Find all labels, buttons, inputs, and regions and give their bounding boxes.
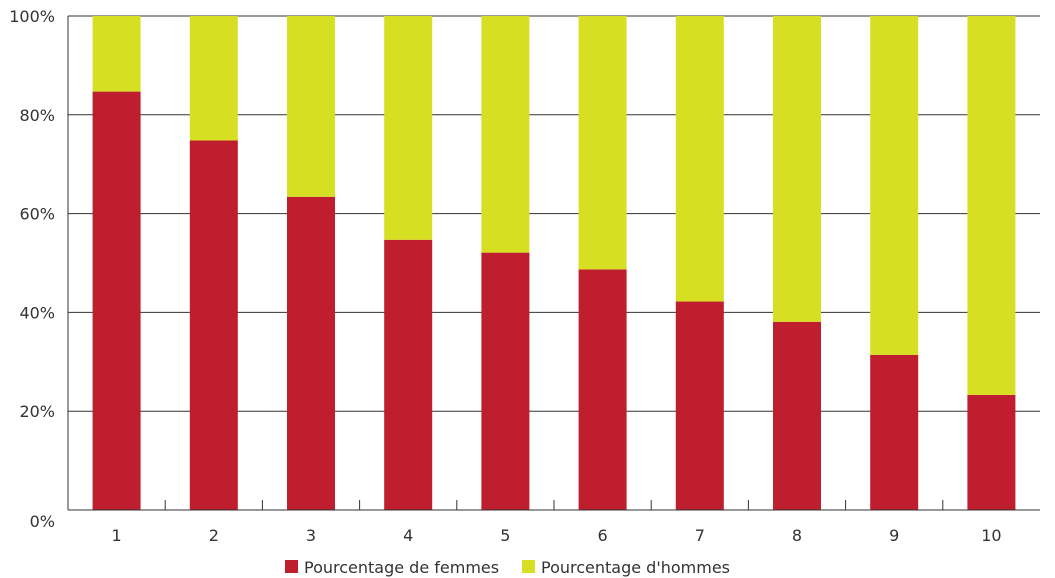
x-tick-label: 1 bbox=[112, 526, 122, 545]
x-tick-label: 3 bbox=[306, 526, 316, 545]
x-axis-tick-labels: 1 2 3 4 5 6 7 8 9 10 bbox=[112, 526, 1002, 545]
legend-swatch-femmes bbox=[285, 560, 298, 573]
bar-segment-femmes bbox=[189, 140, 238, 510]
bar-segment-hommes bbox=[967, 16, 1016, 395]
y-tick-label: 0% bbox=[30, 512, 55, 531]
bar-segment-hommes bbox=[384, 16, 433, 240]
x-tick-label: 9 bbox=[889, 526, 899, 545]
bars bbox=[92, 16, 1016, 511]
bar-segment-hommes bbox=[189, 16, 238, 141]
bar-segment-hommes bbox=[92, 16, 141, 92]
y-tick-label: 20% bbox=[19, 402, 55, 421]
bar-segment-femmes bbox=[384, 239, 433, 511]
bar-segment-hommes bbox=[675, 16, 724, 302]
x-tick-label: 2 bbox=[209, 526, 219, 545]
legend-swatch-hommes bbox=[522, 560, 535, 573]
legend: Pourcentage de femmes Pourcentage d'homme… bbox=[285, 558, 730, 577]
x-tick-label: 4 bbox=[403, 526, 413, 545]
bar-segment-hommes bbox=[287, 16, 335, 197]
axes bbox=[67, 16, 1040, 511]
bar-segment-hommes bbox=[870, 16, 919, 355]
x-tick-label: 6 bbox=[598, 526, 608, 545]
x-tick-label: 8 bbox=[792, 526, 802, 545]
x-tick-label: 10 bbox=[981, 526, 1001, 545]
x-tick-label: 5 bbox=[500, 526, 510, 545]
bar-segment-femmes bbox=[675, 301, 724, 510]
y-tick-label: 40% bbox=[19, 303, 55, 322]
x-tick-label: 7 bbox=[695, 526, 705, 545]
bar-segment-hommes bbox=[481, 16, 530, 253]
bar-segment-femmes bbox=[870, 354, 919, 510]
bar-segment-femmes bbox=[578, 269, 627, 510]
y-tick-label: 100% bbox=[9, 7, 55, 26]
bar-segment-femmes bbox=[773, 321, 821, 510]
bar-segment-femmes bbox=[92, 91, 141, 510]
y-tick-label: 80% bbox=[19, 106, 55, 125]
bar-segment-femmes bbox=[287, 196, 335, 510]
legend-label-hommes: Pourcentage d'hommes bbox=[541, 558, 730, 577]
bar-segment-femmes bbox=[481, 252, 530, 510]
bar-segment-hommes bbox=[773, 16, 821, 322]
bar-segment-hommes bbox=[578, 16, 627, 270]
bar-segment-femmes bbox=[967, 394, 1016, 510]
y-tick-label: 60% bbox=[19, 205, 55, 224]
legend-label-femmes: Pourcentage de femmes bbox=[304, 558, 499, 577]
y-axis-tick-labels: 0% 20% 40% 60% 80% 100% bbox=[9, 7, 55, 531]
